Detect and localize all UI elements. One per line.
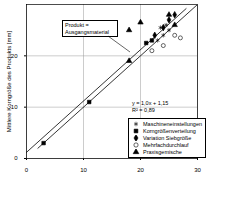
svg-text:0: 0 <box>14 155 18 161</box>
html-text:Mehrfachdurchlauf: Mehrfachdurchlauf <box>143 141 189 148</box>
html-text:Korngrößenverteilung: Korngrößenverteilung <box>143 127 196 134</box>
svg-text:20: 20 <box>137 167 144 173</box>
html-text:Praxisgemische: Praxisgemische <box>143 148 182 155</box>
html-text:y = 1,0x + 1,15: y = 1,0x + 1,15 <box>132 100 169 106</box>
svg-text:Mittlere Korngröße des Produkt: Mittlere Korngröße des Produkts [mm] <box>6 30 12 132</box>
html-text:R² = 0,89: R² = 0,89 <box>132 107 155 113</box>
svg-text:20: 20 <box>11 53 18 59</box>
svg-text:30: 30 <box>194 167 201 173</box>
svg-text:10: 10 <box>11 104 18 110</box>
svg-text:0: 0 <box>25 167 29 173</box>
svg-text:10: 10 <box>80 167 87 173</box>
html-text:Variation Siebgröße: Variation Siebgröße <box>143 134 192 141</box>
html-text:Maschineneinstellungen: Maschineneinstellungen <box>143 120 202 127</box>
html-text:Produkt = Ausgangsmaterial: Produkt = Ausgangsmaterial <box>65 22 109 35</box>
